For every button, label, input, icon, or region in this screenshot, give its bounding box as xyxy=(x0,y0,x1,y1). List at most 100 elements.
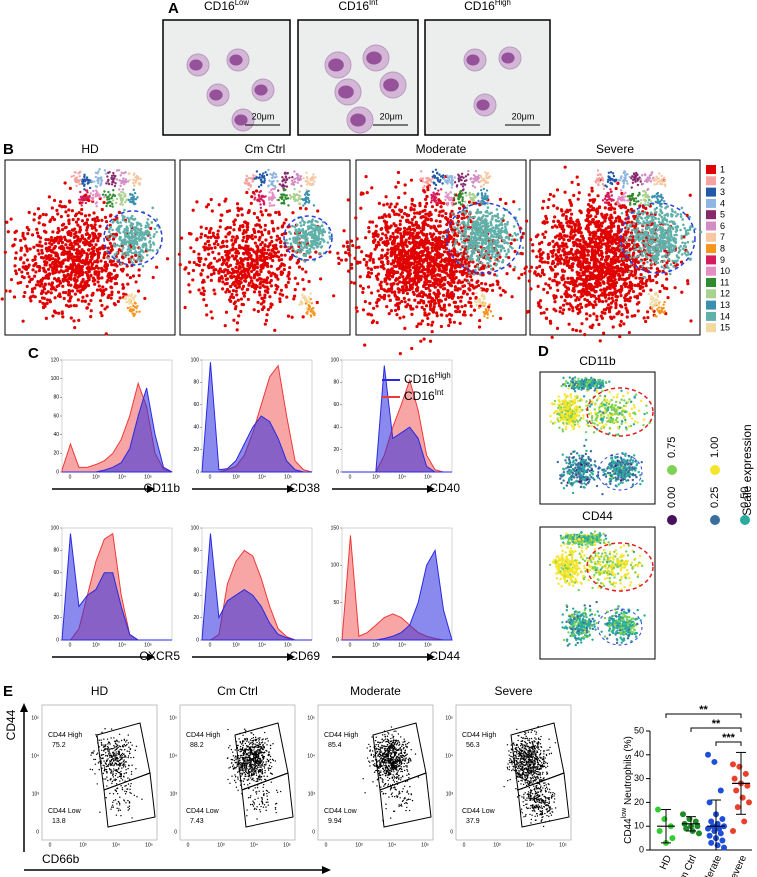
cell-point xyxy=(490,224,493,227)
cell-point xyxy=(375,304,379,308)
cell-point xyxy=(130,214,134,218)
cell-point xyxy=(66,231,70,236)
cell-point xyxy=(441,307,446,311)
cell-point xyxy=(363,300,367,304)
cell-point xyxy=(391,242,395,246)
cell-point xyxy=(126,248,130,251)
cell-point xyxy=(66,255,70,260)
cell-point xyxy=(50,206,54,210)
cell-point xyxy=(438,180,442,184)
cell-point xyxy=(460,172,464,175)
cell-point xyxy=(256,245,260,249)
cell-point xyxy=(235,262,239,266)
cell-point xyxy=(293,187,296,191)
cell-point xyxy=(449,263,454,267)
cell-point xyxy=(427,181,430,185)
cell-point xyxy=(417,231,421,235)
cell-point xyxy=(216,243,220,247)
cell-point xyxy=(393,245,397,249)
cell-point xyxy=(77,272,81,276)
cell-point xyxy=(466,236,469,239)
cell-point xyxy=(78,225,82,229)
cell-point xyxy=(252,290,257,294)
cell-point xyxy=(304,235,308,239)
cell-point xyxy=(47,195,51,199)
cell-point xyxy=(298,190,301,193)
cell-point xyxy=(364,236,368,240)
cell-point xyxy=(479,233,483,237)
cell-point xyxy=(148,233,152,237)
cell-point xyxy=(273,328,277,332)
nucleus xyxy=(466,54,480,66)
cell-point xyxy=(282,193,285,196)
cell-point xyxy=(297,265,302,269)
cell-point xyxy=(507,236,511,240)
cell-point xyxy=(425,232,429,237)
cell-point xyxy=(111,228,114,232)
cell-point xyxy=(91,291,95,295)
cell-point xyxy=(275,254,279,258)
cell-point xyxy=(94,243,98,247)
cell-point xyxy=(309,183,312,187)
cell-point xyxy=(300,303,304,306)
cell-point xyxy=(149,236,152,240)
cell-point xyxy=(367,225,371,230)
cell-point xyxy=(315,300,319,305)
cell-point xyxy=(95,260,100,264)
cell-point xyxy=(370,186,374,190)
cell-point xyxy=(454,263,458,267)
cell-point xyxy=(86,232,90,236)
cell-point xyxy=(268,179,271,182)
cell-point xyxy=(469,254,473,257)
cell-point xyxy=(364,263,368,267)
cell-point xyxy=(306,225,310,228)
cell-point xyxy=(233,218,237,222)
cell-point xyxy=(240,207,244,211)
cell-point xyxy=(188,260,192,264)
cell-point xyxy=(41,212,45,217)
cell-point xyxy=(127,250,130,254)
cell-point xyxy=(391,231,395,236)
cell-point xyxy=(453,226,457,229)
cell-point xyxy=(210,209,214,213)
cell-point xyxy=(296,233,299,237)
cell-point xyxy=(275,234,279,238)
cell-point xyxy=(73,325,77,330)
cell-point xyxy=(41,256,45,260)
cell-point xyxy=(232,301,236,306)
cell-point xyxy=(101,291,105,295)
cell-point xyxy=(483,179,486,182)
cell-point xyxy=(286,314,291,318)
cell-point xyxy=(252,227,256,231)
cell-point xyxy=(283,253,287,257)
cell-point xyxy=(80,207,84,212)
cell-point xyxy=(349,239,354,243)
cell-point xyxy=(73,171,77,174)
cell-point xyxy=(377,243,381,247)
cell-point xyxy=(250,233,254,238)
cell-point xyxy=(441,293,446,297)
cell-point xyxy=(499,293,503,297)
cell-point xyxy=(78,171,81,175)
cell-point xyxy=(405,220,409,224)
cell-point xyxy=(423,208,427,212)
cell-point xyxy=(50,249,54,253)
cell-point xyxy=(125,301,128,304)
cell-point xyxy=(272,204,276,207)
cell-point xyxy=(398,219,403,223)
cell-point xyxy=(243,291,247,295)
cell-point xyxy=(225,277,230,281)
cell-point xyxy=(274,283,278,287)
cell-point xyxy=(460,216,464,220)
cell-point xyxy=(434,208,438,212)
cell-point xyxy=(46,238,51,242)
cell-point xyxy=(110,183,114,186)
cell-point xyxy=(387,294,391,298)
cell-point xyxy=(293,294,297,298)
cell-point xyxy=(481,229,485,232)
cell-point xyxy=(234,289,238,293)
cell-point xyxy=(137,176,140,179)
cell-point xyxy=(4,289,8,293)
cell-point xyxy=(452,277,456,281)
cell-point xyxy=(472,225,475,229)
